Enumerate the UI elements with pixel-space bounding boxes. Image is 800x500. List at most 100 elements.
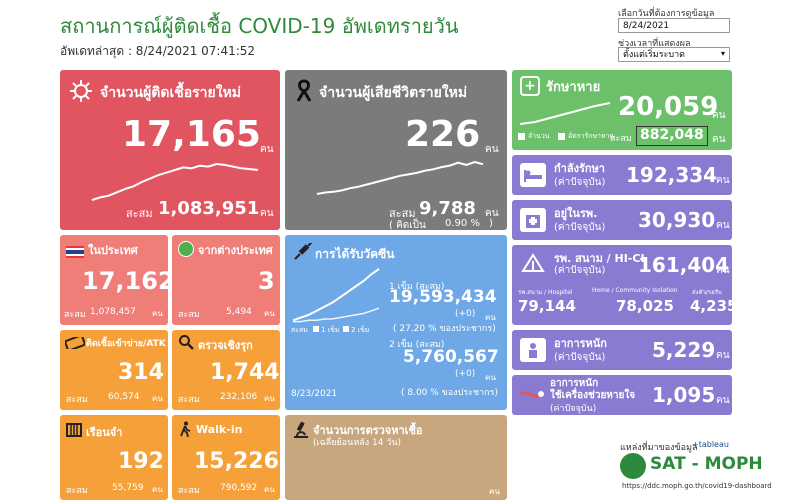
new-cases-total: 1,083,951 [158,198,260,219]
legend-dose2-swatch[interactable] [343,326,349,332]
vaccine-card: การได้รับวัคซีน 1 เข็ม (สะสม) 19,593,434… [285,235,507,410]
bed-icon [520,163,546,187]
new-deaths-total-unit: คน [485,208,499,219]
test-kit-icon [64,336,86,350]
split-value-hospitel: 79,144 [518,297,576,315]
period-select[interactable]: ตั้งแต่เริ่มระบาด ▾ [618,47,730,62]
dose2-label: 2 เข็ม (สะสม) [389,340,445,350]
legend-cum-swatch[interactable] [558,133,565,140]
new-deaths-total-label: สะสม [389,207,416,220]
last-updated: อัพเดทล่าสุด : 8/24/2021 07:41:52 [60,44,256,58]
imported-label: จากต่างประเทศ [198,244,273,257]
severe-card: อาการหนัก (ค่าปัจจุบัน) 5,229 คน [512,330,732,370]
legend-dose1-swatch[interactable] [313,326,319,332]
domestic-card: ในประเทศ 17,162 สะสม 1,078,457 คน [60,235,168,325]
new-cases-unit: คน [260,144,274,155]
prison-value: 192 [118,449,164,474]
recovered-total-label: สะสม [610,134,632,144]
atk-total: 60,574 [108,392,140,402]
split-label-home-isolation: Home / Community Isolation [592,287,678,294]
recovered-sparkline [520,102,610,125]
prison-label: เรือนจำ [86,426,123,439]
in-hospital-unit: คน [716,220,730,231]
ventilator-label: อาการหนัก [550,378,599,389]
imported-total-label: สะสม [178,310,200,320]
globe-icon [178,241,194,257]
atk-label: ติดเชื้อเข้าข่าย/ATK [86,339,166,349]
new-deaths-value: 226 [405,114,481,155]
patient-icon [520,338,546,362]
death-rate-close: ) [489,218,493,229]
active-search-label: ตรวจเชิงรุก [198,339,253,352]
treating-unit: คน [716,175,730,186]
recovered-value: 20,059 [618,92,719,122]
chevron-down-icon: ▾ [720,49,725,58]
imported-card: จากต่างประเทศ 3 สะสม 5,494 คน [172,235,280,325]
page-title: สถานการณ์ผู้ติดเชื้อ COVID-19 อัพเดทรายว… [60,14,459,38]
in-hospital-card: อยู่ในรพ. (ค่าปัจจุบัน) 30,930 คน [512,200,732,240]
imported-value: 3 [258,267,275,295]
legend-daily-label: จำนวน [528,132,550,140]
magnifier-icon [178,334,194,350]
legend-dose1-label: 1 เข็ม [321,326,340,334]
treating-card: กำลังรักษา (ค่าปัจจุบัน) 192,334 คน [512,155,732,195]
domestic-label: ในประเทศ [88,244,138,257]
legend-dose2-label: 2 เข็ม [351,326,370,334]
microscope-icon [291,421,311,439]
prison-bars-icon [66,423,82,437]
legend-daily-swatch[interactable] [518,133,525,140]
dose1-unit: คน [485,313,496,322]
treating-value: 192,334 [626,163,718,187]
recovered-card: + รักษาหาย 20,059 คน จำนวน อัตรารักษาหาย… [512,70,732,150]
tableau-logo[interactable]: +tableau [692,440,729,449]
tests-card: จำนวนการตรวจหาเชื้อ (เฉลี่ยย้อนหลัง 14 ว… [285,415,507,500]
severe-value: 5,229 [652,338,716,362]
new-deaths-total: 9,788 [419,198,476,219]
virus-icon [68,78,94,104]
prison-total: 55,759 [112,483,144,493]
field-hospital-label: รพ. สนาม / HI-CI [554,252,645,265]
active-search-total: 232,106 [220,392,258,402]
recovered-total-unit: คน [712,134,726,145]
split-value-transfer: 4,235 [690,297,732,315]
ribbon-icon [293,78,315,104]
dose1-change: (+0) [455,309,476,319]
source-url[interactable]: https://ddc.moph.go.th/covid19-dashboard [622,482,772,490]
ventilator-value: 1,095 [652,383,716,407]
source-label: แหล่งที่มาของข้อมูล [620,443,698,453]
new-cases-sparkline [91,162,259,201]
domestic-value: 17,162 [82,267,168,295]
dose2-pct: ( 8.00 % ของประชากร) [401,388,498,398]
dose2-value: 5,760,567 [403,347,499,367]
domestic-total: 1,078,457 [90,307,136,317]
atk-value: 314 [118,360,164,385]
date-picker-input[interactable]: 8/24/2021 [618,18,730,33]
tests-label: จำนวนการตรวจหาเชื้อ [313,424,423,437]
new-cases-total-unit: คน [260,208,274,219]
new-cases-total-label: สะสม [126,207,153,220]
dose1-label: 1 เข็ม (สะสม) [389,282,445,292]
field-hospital-unit: คน [716,265,730,276]
imported-total: 5,494 [226,307,252,317]
brand-name: SAT - MOPH [650,454,763,474]
medical-cross-icon: + [520,76,540,96]
walkin-value: 15,226 [194,449,279,474]
imported-unit: คน [264,309,275,318]
new-deaths-label: จำนวนผู้เสียชีวิตรายใหม่ [319,85,468,101]
severe-unit: คน [716,350,730,361]
syringe-icon [293,243,313,261]
ventilator-sub: (ค่าปัจจุบัน) [550,404,597,414]
tent-icon [520,251,546,275]
vaccine-sparkline [292,268,380,323]
in-hospital-sub: (ค่าปัจจุบัน) [554,222,606,233]
ventilator-icon [518,383,546,407]
tests-unit: คน [489,487,500,496]
new-deaths-unit: คน [485,144,499,155]
period-select-value: ตั้งแต่เริ่มระบาด [623,50,686,60]
vaccine-label: การได้รับวัคซีน [315,247,395,261]
domestic-total-label: สะสม [64,310,86,320]
walkin-total-label: สะสม [178,486,200,496]
prison-unit: คน [152,485,163,494]
active-search-value: 1,744 [210,360,280,385]
split-label-hospitel: รพ.สนาม / Hospitel [518,289,573,296]
